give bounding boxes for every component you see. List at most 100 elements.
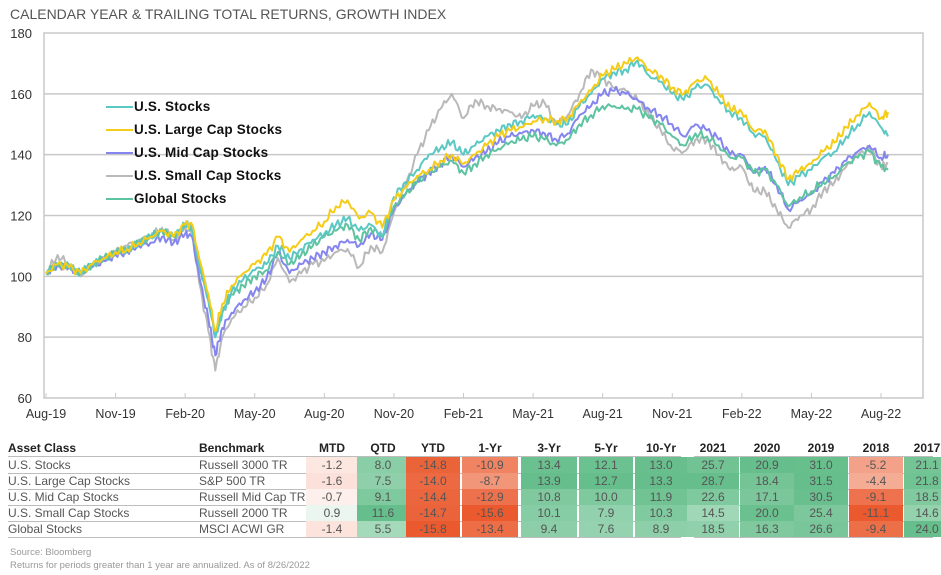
table-row: U.S. Large Cap Stocks S&P 500 TR -1.6 7.5 -1… <box>8 473 941 489</box>
value-cell-5-yr: 7.6 <box>579 521 633 537</box>
table-row: U.S. Mid Cap Stocks Russell Mid Cap TR -0.… <box>8 489 941 505</box>
value-cell-3-yr: 9.4 <box>521 521 577 537</box>
x-tick-label: Aug-22 <box>861 407 901 421</box>
value-cell-2020: 16.3 <box>740 521 794 537</box>
value-cell-2018: -9.1 <box>849 489 903 505</box>
value-cell-2019: 25.4 <box>794 505 848 521</box>
legend-swatch <box>106 174 133 177</box>
y-tick-label: 80 <box>18 330 32 345</box>
value-cell-1-yr: -10.9 <box>462 457 518 473</box>
value-cell-ytd: -14.7 <box>406 505 460 521</box>
x-tick-label: May-21 <box>512 407 554 421</box>
series-line-u-s-mid-cap-stocks <box>45 86 889 357</box>
header-5-yr: 5-Yr <box>594 441 618 455</box>
value-cell-2021: 22.6 <box>687 489 739 505</box>
value-cell-2020: 20.0 <box>740 505 794 521</box>
value-cell-ytd: -14.4 <box>406 489 460 505</box>
value-cell-2018: -9.4 <box>849 521 903 537</box>
x-tick-label: May-22 <box>791 407 833 421</box>
value-cell-mtd: 0.9 <box>306 505 358 521</box>
value-cell-10-yr: 10.3 <box>635 505 687 521</box>
asset-class-cell: Global Stocks <box>8 522 83 536</box>
value-cell-1-yr: -12.9 <box>462 489 518 505</box>
row-divider <box>8 456 681 457</box>
legend-item: U.S. Large Cap Stocks <box>106 118 282 141</box>
chart-legend: U.S. Stocks U.S. Large Cap Stocks U.S. Mid… <box>106 95 282 210</box>
value-cell-qtd: 11.6 <box>357 505 409 521</box>
value-cell-3-yr: 10.8 <box>521 489 577 505</box>
x-tick-label: Nov-20 <box>374 407 414 421</box>
value-cell-5-yr: 7.9 <box>579 505 633 521</box>
table-row: Global Stocks MSCI ACWI GR -1.4 5.5 -15.8 -13… <box>8 521 941 537</box>
value-cell-5-yr: 12.1 <box>579 457 633 473</box>
header-asset-class: Asset Class <box>8 441 77 455</box>
y-tick-label: 180 <box>10 26 32 41</box>
series-line-u-s-large-cap-stocks <box>45 56 889 333</box>
row-divider <box>8 537 681 538</box>
series-lines <box>45 56 889 372</box>
value-cell-2019: 31.5 <box>794 473 848 489</box>
x-tick-label: Nov-19 <box>95 407 135 421</box>
header-ytd: YTD <box>421 441 445 455</box>
value-cell-mtd: -1.2 <box>306 457 358 473</box>
value-cell-2020: 17.1 <box>740 489 794 505</box>
value-cell-10-yr: 13.3 <box>635 473 687 489</box>
value-cell-2017: 21.8 <box>904 473 941 489</box>
value-cell-3-yr: 13.4 <box>521 457 577 473</box>
value-cell-10-yr: 11.9 <box>635 489 687 505</box>
x-tick-label: Aug-21 <box>583 407 623 421</box>
header-2020: 2020 <box>753 441 781 455</box>
legend-label: U.S. Large Cap Stocks <box>134 122 283 137</box>
value-cell-10-yr: 13.0 <box>635 457 687 473</box>
annualized-note: Returns for periods greater than 1 year … <box>10 560 310 571</box>
header-1-yr: 1-Yr <box>478 441 502 455</box>
legend-label: Global Stocks <box>134 191 227 206</box>
legend-swatch <box>106 197 133 200</box>
legend-item: Global Stocks <box>106 187 282 210</box>
value-cell-2017: 21.1 <box>904 457 941 473</box>
value-cell-3-yr: 13.9 <box>521 473 577 489</box>
legend-label: U.S. Stocks <box>134 99 211 114</box>
header-mtd: MTD <box>319 441 345 455</box>
legend-label: U.S. Mid Cap Stocks <box>134 145 269 160</box>
value-cell-2019: 26.6 <box>794 521 848 537</box>
value-cell-2020: 20.9 <box>740 457 794 473</box>
legend-item: U.S. Small Cap Stocks <box>106 164 282 187</box>
y-tick-label: 160 <box>10 87 32 102</box>
value-cell-ytd: -14.8 <box>406 457 460 473</box>
benchmark-cell: Russell Mid Cap TR <box>199 490 306 504</box>
value-cell-ytd: -14.0 <box>406 473 460 489</box>
y-tick-label: 120 <box>10 209 32 224</box>
y-tick-label: 100 <box>10 269 32 284</box>
value-cell-2017: 14.6 <box>904 505 941 521</box>
series-line-u-s-small-cap-stocks <box>45 68 889 372</box>
x-tick-label: May-20 <box>234 407 276 421</box>
benchmark-cell: MSCI ACWI GR <box>199 522 285 536</box>
value-cell-5-yr: 12.7 <box>579 473 633 489</box>
asset-class-cell: U.S. Mid Cap Stocks <box>8 490 119 504</box>
x-tick-label: Nov-21 <box>652 407 692 421</box>
row-divider <box>694 537 933 538</box>
x-tick-label: Aug-20 <box>304 407 344 421</box>
value-cell-3-yr: 10.1 <box>521 505 577 521</box>
header-qtd: QTD <box>370 441 396 455</box>
plot-frame <box>43 32 924 399</box>
value-cell-1-yr: -15.6 <box>462 505 518 521</box>
x-tick-label: Aug-19 <box>26 407 66 421</box>
value-cell-10-yr: 8.9 <box>635 521 687 537</box>
value-cell-2019: 31.0 <box>794 457 848 473</box>
value-cell-5-yr: 10.0 <box>579 489 633 505</box>
value-cell-2021: 14.5 <box>687 505 739 521</box>
value-cell-2019: 30.5 <box>794 489 848 505</box>
value-cell-mtd: -0.7 <box>306 489 358 505</box>
value-cell-1-yr: -13.4 <box>462 521 518 537</box>
legend-label: U.S. Small Cap Stocks <box>134 168 282 183</box>
table-row: U.S. Stocks Russell 3000 TR -1.2 8.0 -14.8 -1… <box>8 457 941 473</box>
chart-title: CALENDAR YEAR & TRAILING TOTAL RETURNS, … <box>10 6 447 22</box>
value-cell-qtd: 5.5 <box>357 521 409 537</box>
x-axis-ticks: Aug-19 Nov-19 Feb-20 May-20 Aug-20 Nov-20 Feb-… <box>26 393 901 421</box>
legend-item: U.S. Mid Cap Stocks <box>106 141 282 164</box>
header-3-yr: 3-Yr <box>537 441 561 455</box>
x-tick-label: Feb-22 <box>722 407 762 421</box>
x-tick-label: Feb-21 <box>444 407 484 421</box>
